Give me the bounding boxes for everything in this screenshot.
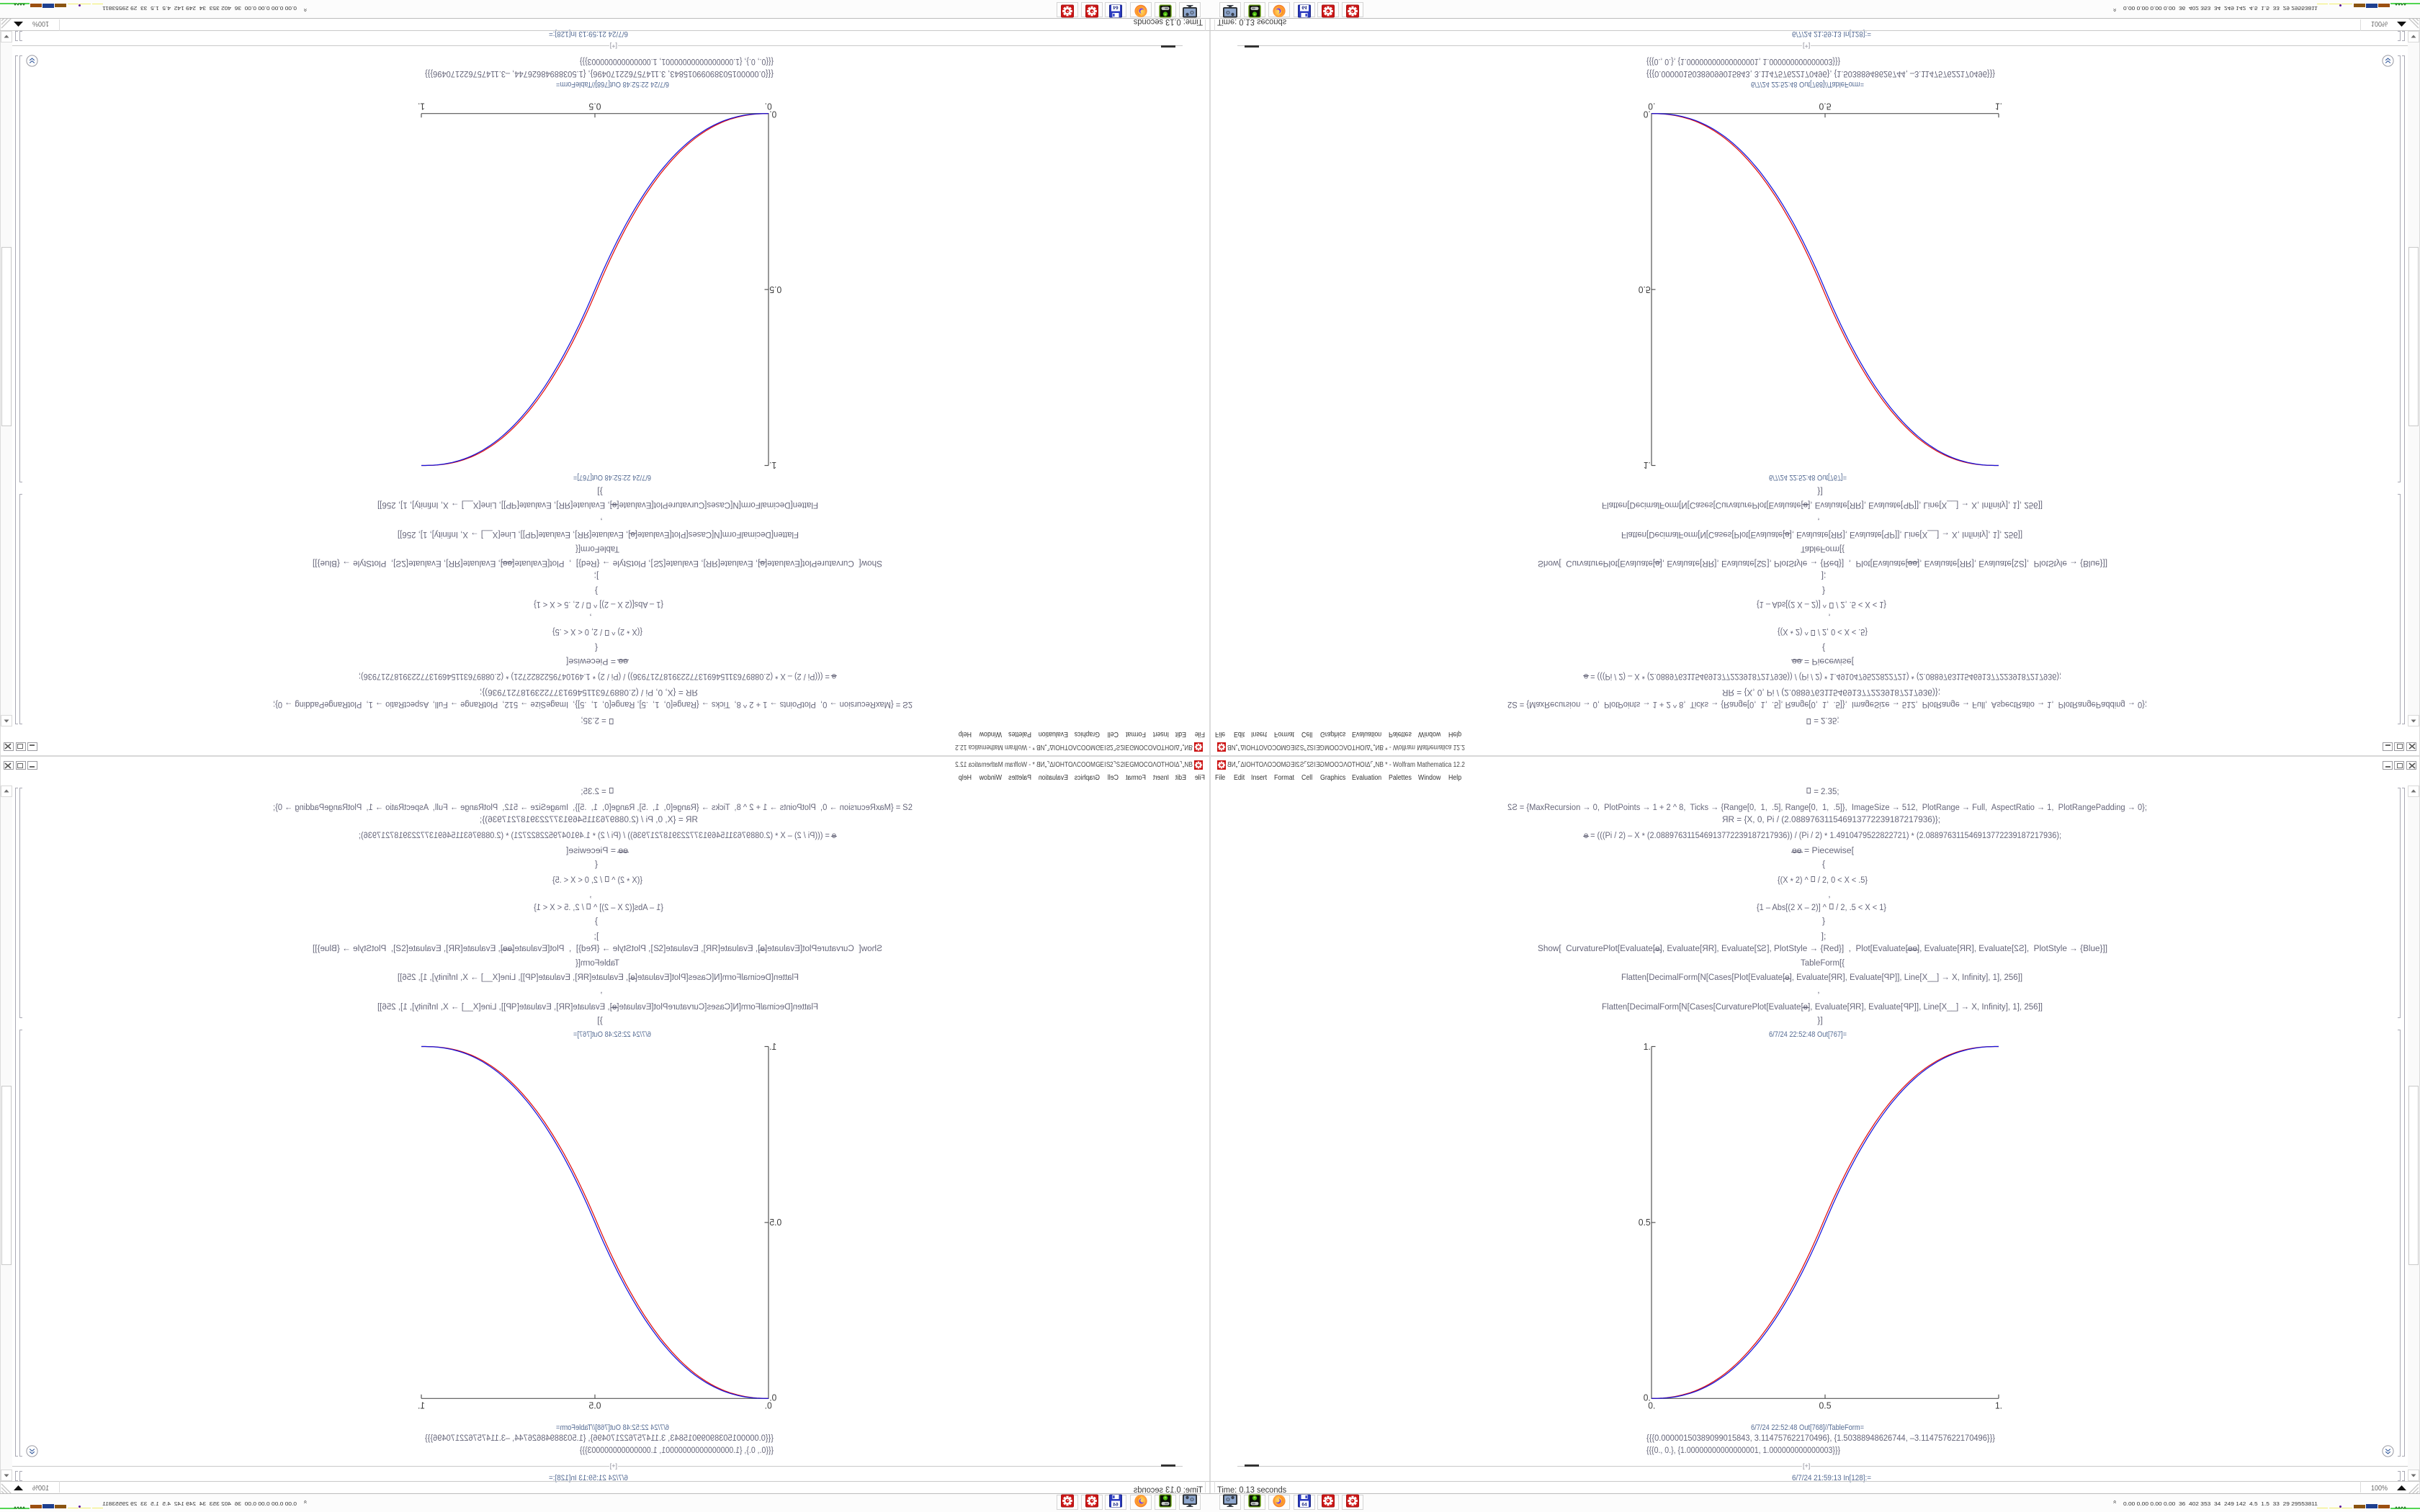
svg-text:1.: 1.: [769, 460, 776, 470]
svg-text:1.: 1.: [1995, 1400, 2002, 1410]
svg-text:0.: 0.: [1644, 109, 1651, 120]
svg-text:0.: 0.: [769, 109, 776, 120]
svg-text:0.5: 0.5: [1639, 284, 1651, 294]
svg-text:0.: 0.: [1648, 1400, 1655, 1410]
svg-text:64: 64: [1301, 1502, 1307, 1507]
svg-text:0.5: 0.5: [589, 1400, 601, 1410]
svg-text:0.: 0.: [765, 1400, 772, 1410]
svg-text:0.5: 0.5: [769, 1218, 781, 1228]
svg-text:1.: 1.: [769, 1042, 776, 1052]
svg-text:64: 64: [1113, 1502, 1119, 1507]
svg-text:0.5: 0.5: [1639, 1218, 1651, 1228]
svg-text:0.5: 0.5: [1819, 1400, 1832, 1410]
svg-text:0.5: 0.5: [589, 102, 601, 112]
svg-text:1.: 1.: [1644, 460, 1651, 470]
svg-text:1.: 1.: [1995, 102, 2002, 112]
svg-text:64: 64: [1113, 5, 1119, 10]
svg-text:0.: 0.: [769, 1392, 776, 1403]
svg-text:0.5: 0.5: [769, 284, 781, 294]
svg-text:0.5: 0.5: [1819, 102, 1832, 112]
svg-text:1.: 1.: [418, 1400, 425, 1410]
svg-text:1.: 1.: [1644, 1042, 1651, 1052]
svg-text:0.: 0.: [765, 102, 772, 112]
svg-text:0.: 0.: [1648, 102, 1655, 112]
svg-text:0.: 0.: [1644, 1392, 1651, 1403]
svg-text:64: 64: [1301, 5, 1307, 10]
svg-text:1.: 1.: [418, 102, 425, 112]
